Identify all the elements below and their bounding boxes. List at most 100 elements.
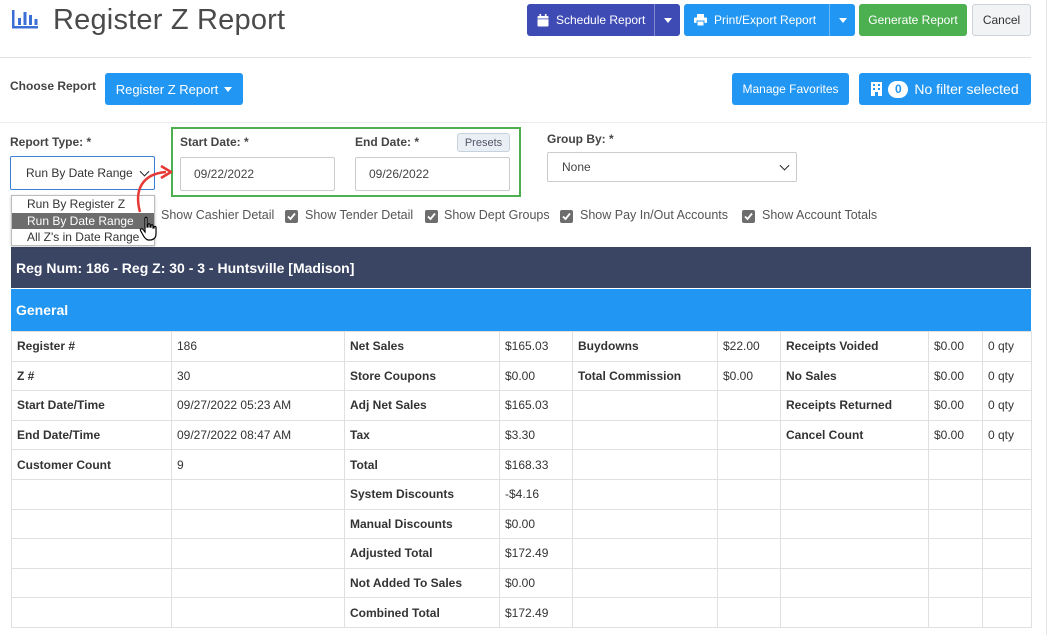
checkmark-icon — [427, 212, 436, 221]
table-cell-value: $172.49 — [499, 538, 573, 569]
table-row: Combined Total $172.49 — [11, 597, 1032, 628]
report-type-option[interactable]: Run By Register Z — [27, 197, 126, 211]
schedule-report-dropdown-toggle[interactable] — [654, 4, 680, 36]
scrollbar-track[interactable] — [1046, 0, 1047, 635]
table-row: System Discounts -$4.16 — [11, 478, 1032, 510]
table-cell-value: $0.00 — [928, 331, 983, 362]
table-cell-value: $3.30 — [499, 419, 573, 451]
choose-report-value: Register Z Report — [115, 81, 219, 97]
section-divider — [0, 122, 1046, 123]
table-cell-label: Net Sales — [344, 331, 500, 362]
table-cell-label — [572, 390, 718, 421]
section-title: General — [11, 289, 1031, 331]
table-row: Not Added To Sales $0.00 — [11, 567, 1032, 599]
table-cell-label — [572, 449, 718, 480]
table-cell-value — [717, 449, 781, 480]
table-row: End Date/Time 09/27/2022 08:47 AM Tax $3.30… — [11, 419, 1032, 451]
table-cell-label — [11, 538, 172, 569]
table-cell-label: Z # — [11, 360, 172, 392]
table-cell-value — [928, 538, 983, 569]
table-cell-label — [780, 449, 929, 480]
table-cell-value — [171, 567, 345, 599]
table-cell-value — [171, 478, 345, 510]
show-account-totals-label: Show Account Totals — [762, 208, 878, 222]
show-cashier-detail-label: Show Cashier Detail — [161, 208, 275, 222]
table-cell-value — [928, 478, 983, 510]
show-dept-groups-checkbox[interactable] — [425, 210, 438, 223]
header-divider — [0, 57, 1031, 58]
table-cell-value — [982, 449, 1032, 480]
show-tender-detail-label: Show Tender Detail — [305, 208, 414, 222]
report-type-option[interactable]: All Z's in Date Range — [27, 230, 140, 244]
table-cell-value — [982, 597, 1032, 628]
table-cell-value — [717, 597, 781, 628]
table-cell-value: $165.03 — [499, 390, 573, 421]
table-cell-label: Manual Discounts — [344, 508, 500, 540]
annotation-arrow-icon — [136, 164, 173, 213]
table-cell-label: Store Coupons — [344, 360, 500, 392]
cancel-button[interactable]: Cancel — [972, 4, 1031, 36]
table-cell-value — [171, 538, 345, 569]
print-export-button[interactable]: Print/Export Report — [684, 4, 855, 36]
group-by-value: None — [562, 160, 591, 174]
table-cell-value — [982, 508, 1032, 540]
start-date-input[interactable]: 09/22/2022 — [180, 157, 335, 191]
table-cell-label: End Date/Time — [11, 419, 172, 451]
report-type-option-selected[interactable]: Run By Date Range — [12, 212, 154, 229]
checkmark-icon — [287, 212, 296, 221]
table-row: Start Date/Time 09/27/2022 05:23 AM Adj Ne… — [11, 390, 1032, 421]
manage-favorites-button[interactable]: Manage Favorites — [732, 73, 849, 105]
table-cell-value — [717, 538, 781, 569]
table-cell-label: Total — [344, 449, 500, 480]
schedule-report-button[interactable]: Schedule Report — [527, 4, 680, 36]
choose-report-dropdown[interactable]: Register Z Report — [105, 73, 243, 105]
report-type-label: Report Type: * — [10, 135, 92, 149]
register-header: Reg Num: 186 - Reg Z: 30 - 3 - Huntsvill… — [11, 247, 1031, 288]
table-cell-value — [717, 567, 781, 599]
group-by-select[interactable]: None — [547, 152, 797, 182]
show-account-totals-checkbox[interactable] — [742, 210, 755, 223]
table-cell-value — [717, 508, 781, 540]
table-cell-label — [780, 508, 929, 540]
table-cell-label: Adj Net Sales — [344, 390, 500, 421]
filter-button[interactable]: 0 No filter selected — [859, 73, 1031, 105]
show-dept-groups-label: Show Dept Groups — [444, 208, 550, 222]
checkmark-icon — [744, 212, 753, 221]
presets-button[interactable]: Presets — [457, 133, 510, 152]
show-tender-detail-checkbox[interactable] — [285, 210, 298, 223]
table-cell-label: Adjusted Total — [344, 538, 500, 569]
table-cell-label — [11, 567, 172, 599]
table-row: Z #30 Store Coupons $0.00 Total Commission $… — [11, 360, 1032, 392]
table-cell-value: 186 — [171, 331, 345, 362]
table-cell-label: Buydowns — [572, 331, 718, 362]
table-cell-label: Start Date/Time — [11, 390, 172, 421]
report-type-select[interactable]: Run By Date Range — [10, 156, 155, 190]
table-cell-value: 0 qty — [982, 419, 1032, 451]
report-type-options-list: Run By Register Z Run By Date Range All … — [11, 195, 155, 246]
generate-report-button[interactable]: Generate Report — [859, 4, 967, 36]
table-cell-label — [11, 597, 172, 628]
table-cell-value: $0.00 — [928, 419, 983, 451]
report-table: Register #186 Net Sales $165.03 Buydowns $22… — [11, 331, 1032, 628]
table-cell-value — [982, 538, 1032, 569]
table-cell-value: 0 qty — [982, 331, 1032, 362]
printer-icon — [694, 14, 707, 26]
choose-report-label: Choose Report — [10, 79, 97, 93]
table-cell-value: -$4.16 — [499, 478, 573, 510]
end-date-input[interactable]: 09/26/2022 — [355, 157, 510, 191]
filter-count-badge: 0 — [888, 80, 909, 98]
table-cell-label: Register # — [11, 331, 172, 362]
print-export-dropdown-toggle[interactable] — [829, 4, 855, 36]
show-pay-in-out-checkbox[interactable] — [560, 210, 573, 223]
page-title: Register Z Report — [53, 4, 286, 36]
table-cell-value — [982, 567, 1032, 599]
hand-cursor-icon — [139, 216, 157, 241]
group-by-label: Group By: * — [547, 132, 614, 146]
checkmark-icon — [562, 212, 571, 221]
table-cell-value: $0.00 — [499, 567, 573, 599]
table-cell-value — [717, 390, 781, 421]
table-cell-label — [572, 508, 718, 540]
table-cell-value: $0.00 — [499, 508, 573, 540]
table-cell-label: Customer Count — [11, 449, 172, 480]
page-header: Register Z Report Schedule Report Print/… — [0, 0, 1040, 46]
